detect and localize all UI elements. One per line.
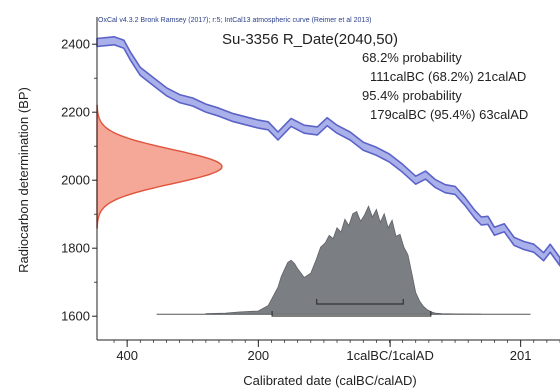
range-68-bracket	[316, 299, 404, 305]
oxcal-header: OxCal v4.3.2 Bronk Ramsey (2017); r:5; I…	[98, 17, 372, 24]
y-tick-label-1600: 1600	[61, 309, 90, 324]
x-axis-label: Calibrated date (calBC/calAD)	[243, 373, 416, 388]
probability-range-brackets	[271, 299, 432, 317]
distribution-area	[205, 205, 482, 315]
x-tick-label-400: 400	[116, 348, 138, 363]
radiocarbon-normal-curve	[96, 104, 223, 229]
probability-line-3: 95.4% probability	[362, 88, 462, 103]
probability-line-4: 179calBC (95.4%) 63calAD	[370, 107, 528, 122]
axis-tick-labels: 2400 2200 2000 1800 1600 400 200 1calBC/1calAD 2…	[61, 37, 531, 363]
y-tick-label-2200: 2200	[61, 105, 90, 120]
calendar-probability-distribution	[156, 205, 531, 315]
x-tick-label-1calBC/1calAD: 1calBC/1calAD	[346, 348, 433, 363]
x-tick-label-200: 200	[247, 348, 269, 363]
calibration-curve	[96, 36, 560, 267]
axis-ticks	[92, 43, 560, 347]
y-tick-label-1800: 1800	[61, 241, 90, 256]
probability-line-2: 111calBC (68.2%) 21calAD	[370, 69, 526, 84]
x-tick-label-201: 201	[510, 348, 532, 363]
y-axis-label: Radiocarbon determination (BP)	[16, 87, 31, 273]
radiocarbon-distribution	[96, 104, 223, 229]
y-tick-label-2400: 2400	[61, 37, 90, 52]
range-95-bracket	[271, 311, 432, 317]
probability-line-1: 68.2% probability	[362, 50, 462, 65]
calibration-curve-band	[96, 36, 560, 267]
y-tick-label-2000: 2000	[61, 173, 90, 188]
chart-title: Su-3356 R_Date(2040,50)	[222, 31, 398, 48]
